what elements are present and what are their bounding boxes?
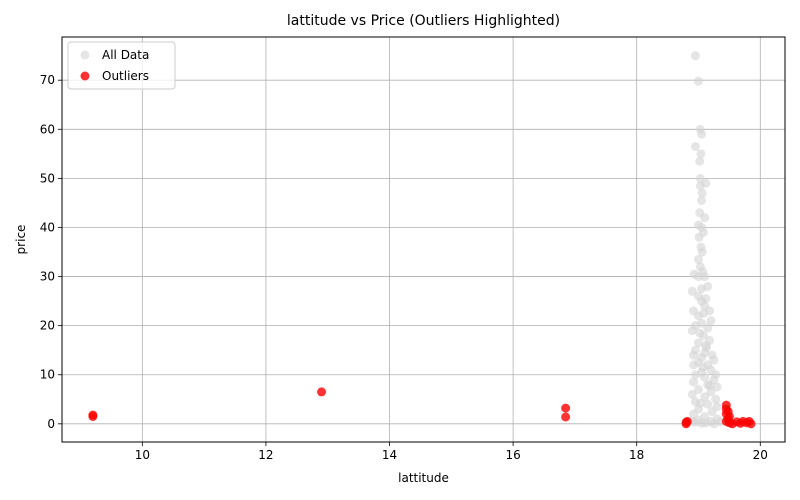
data-point xyxy=(693,384,703,394)
data-point xyxy=(705,381,715,391)
data-point xyxy=(697,284,707,294)
x-tick-label: 18 xyxy=(629,448,644,462)
data-point xyxy=(693,254,703,264)
data-point xyxy=(697,247,707,257)
y-tick-label: 50 xyxy=(40,171,55,185)
data-point xyxy=(689,350,699,360)
data-point xyxy=(695,328,705,338)
data-point xyxy=(697,418,707,428)
data-point xyxy=(700,213,710,223)
y-tick-label: 40 xyxy=(40,220,55,234)
data-point xyxy=(700,372,710,382)
legend-box xyxy=(67,41,176,90)
x-tick-label: 12 xyxy=(258,448,273,462)
data-point xyxy=(698,362,708,372)
outlier-point xyxy=(682,416,692,426)
data-point xyxy=(707,407,717,417)
data-point xyxy=(702,343,712,353)
x-tick-label: 10 xyxy=(135,448,150,462)
data-point xyxy=(687,389,697,399)
data-point xyxy=(709,355,719,365)
data-point xyxy=(695,181,705,191)
data-point xyxy=(690,370,700,380)
data-point xyxy=(698,308,708,318)
outlier-point xyxy=(317,387,327,397)
data-point xyxy=(695,156,705,166)
legend-label-outliers: Outliers xyxy=(102,69,149,83)
outlier-point xyxy=(561,403,571,413)
data-point xyxy=(696,149,706,159)
legend-label-all-data: All Data xyxy=(102,48,149,62)
data-point xyxy=(697,188,707,198)
x-axis-ticks: 10 12 14 16 18 20 xyxy=(135,442,768,462)
legend: All Data Outliers xyxy=(67,41,176,90)
y-tick-label: 20 xyxy=(40,319,55,333)
legend-marker-all-data xyxy=(80,50,90,60)
data-point xyxy=(693,338,703,348)
data-point xyxy=(709,419,719,429)
data-point xyxy=(706,316,716,326)
grid xyxy=(62,37,785,442)
data-point xyxy=(690,141,700,151)
x-axis-label: lattitude xyxy=(398,471,449,485)
data-point xyxy=(703,399,713,409)
chart-title: lattitude vs Price (Outliers Highlighted… xyxy=(287,13,560,29)
data-point xyxy=(700,272,710,282)
data-point xyxy=(693,76,703,86)
x-tick-label: 20 xyxy=(753,448,768,462)
series-all-data xyxy=(687,51,725,429)
data-point xyxy=(689,409,699,419)
plot-points xyxy=(88,51,756,429)
data-point xyxy=(697,195,707,205)
y-axis-label: price xyxy=(14,225,28,255)
y-tick-label: 30 xyxy=(40,270,55,284)
legend-marker-outliers xyxy=(80,71,90,81)
data-point xyxy=(689,377,699,387)
outlier-point xyxy=(746,419,756,429)
x-tick-label: 14 xyxy=(382,448,397,462)
series-outliers xyxy=(88,387,756,429)
plot-frame xyxy=(61,36,786,443)
y-axis-ticks: 0 10 20 30 40 50 60 70 xyxy=(40,73,62,431)
data-point xyxy=(690,51,700,61)
y-tick-label: 10 xyxy=(40,368,55,382)
data-point xyxy=(693,272,703,282)
data-point xyxy=(700,392,710,402)
y-tick-label: 70 xyxy=(40,73,55,87)
data-point xyxy=(687,286,697,296)
y-tick-label: 0 xyxy=(47,417,55,431)
data-point xyxy=(697,129,707,139)
data-point xyxy=(695,398,705,408)
y-tick-label: 60 xyxy=(40,122,55,136)
data-point xyxy=(712,382,722,392)
outlier-point xyxy=(88,411,98,421)
outlier-point xyxy=(561,412,571,422)
data-point xyxy=(703,323,713,333)
data-point xyxy=(687,326,697,336)
data-point xyxy=(689,360,699,370)
data-point xyxy=(694,232,704,242)
x-tick-label: 16 xyxy=(505,448,520,462)
data-point xyxy=(711,394,721,404)
